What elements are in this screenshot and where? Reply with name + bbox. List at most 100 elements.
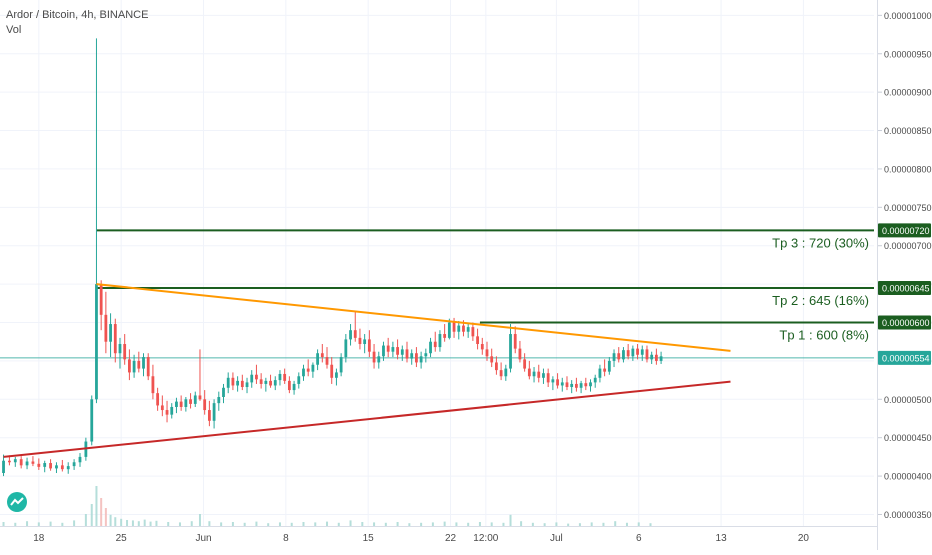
- candle-body[interactable]: [335, 372, 338, 378]
- candle-body[interactable]: [37, 463, 41, 467]
- candle-body[interactable]: [287, 380, 291, 391]
- candle-body[interactable]: [146, 357, 150, 377]
- candle-body[interactable]: [203, 399, 207, 411]
- candle-body[interactable]: [160, 405, 164, 411]
- candle-body[interactable]: [419, 356, 423, 363]
- candle-body[interactable]: [565, 382, 569, 388]
- candle-body[interactable]: [499, 370, 503, 377]
- candle-body[interactable]: [78, 456, 82, 463]
- candle-body[interactable]: [560, 382, 564, 386]
- candle-body[interactable]: [527, 368, 531, 377]
- candle-body[interactable]: [292, 383, 296, 391]
- price-label-box[interactable]: [878, 223, 931, 238]
- candle-body[interactable]: [574, 383, 578, 388]
- candle-body[interactable]: [471, 327, 475, 337]
- candle-body[interactable]: [113, 324, 117, 354]
- candle-body[interactable]: [659, 356, 663, 361]
- candle-body[interactable]: [72, 462, 76, 467]
- candle-body[interactable]: [542, 373, 545, 378]
- candle-body[interactable]: [339, 357, 343, 373]
- candle-body[interactable]: [617, 353, 621, 360]
- candle-body[interactable]: [250, 374, 254, 383]
- trendline-resistance[interactable]: [96, 283, 731, 352]
- candle-body[interactable]: [132, 360, 136, 373]
- candle-body[interactable]: [311, 364, 315, 372]
- candle-body[interactable]: [137, 360, 141, 369]
- candle-body[interactable]: [95, 284, 98, 400]
- candle-body[interactable]: [19, 459, 23, 466]
- candle-body[interactable]: [231, 377, 235, 386]
- candle-body[interactable]: [556, 379, 559, 386]
- candle-body[interactable]: [367, 339, 371, 352]
- candle-body[interactable]: [537, 371, 541, 378]
- candle-body[interactable]: [485, 349, 489, 357]
- candle-body[interactable]: [504, 368, 508, 377]
- price-label-box[interactable]: [878, 280, 931, 295]
- candle-body[interactable]: [640, 349, 644, 355]
- candle-body[interactable]: [99, 284, 103, 315]
- candle-body[interactable]: [593, 377, 597, 383]
- candle-body[interactable]: [222, 387, 225, 397]
- candle-body[interactable]: [636, 348, 639, 355]
- price-label-box[interactable]: [878, 350, 931, 365]
- candle-body[interactable]: [415, 353, 418, 363]
- candle-body[interactable]: [184, 399, 188, 407]
- candle-body[interactable]: [391, 347, 395, 352]
- candle-body[interactable]: [603, 368, 607, 372]
- candle-body[interactable]: [306, 368, 310, 372]
- candle-body[interactable]: [405, 349, 409, 359]
- candle-body[interactable]: [43, 463, 47, 467]
- candle-body[interactable]: [142, 357, 145, 369]
- candle-body[interactable]: [175, 401, 178, 407]
- candle-body[interactable]: [462, 325, 465, 332]
- candle-body[interactable]: [207, 410, 211, 421]
- candle-body[interactable]: [607, 360, 611, 372]
- candle-body[interactable]: [55, 465, 58, 469]
- candle-body[interactable]: [264, 380, 268, 384]
- candle-body[interactable]: [584, 383, 588, 387]
- candle-body[interactable]: [198, 395, 202, 400]
- candle-body[interactable]: [13, 459, 17, 463]
- candle-body[interactable]: [259, 379, 263, 384]
- candle-body[interactable]: [457, 325, 461, 332]
- candle-body[interactable]: [316, 353, 320, 365]
- candle-body[interactable]: [302, 368, 305, 377]
- candle-body[interactable]: [90, 399, 94, 442]
- candle-body[interactable]: [396, 347, 399, 355]
- candle-body[interactable]: [330, 364, 334, 378]
- candle-body[interactable]: [382, 345, 385, 357]
- candle-body[interactable]: [429, 341, 432, 354]
- candle-body[interactable]: [325, 357, 329, 365]
- candle-body[interactable]: [165, 410, 169, 415]
- tradingview-logo-icon[interactable]: [7, 492, 27, 512]
- candle-body[interactable]: [2, 460, 5, 474]
- candle-body[interactable]: [156, 393, 160, 406]
- candle-body[interactable]: [509, 334, 512, 369]
- candle-body[interactable]: [245, 382, 249, 388]
- candle-body[interactable]: [353, 330, 357, 338]
- candle-body[interactable]: [466, 327, 470, 332]
- candle-body[interactable]: [118, 344, 122, 354]
- candle-body[interactable]: [386, 345, 390, 352]
- candle-body[interactable]: [236, 380, 240, 386]
- candle-body[interactable]: [170, 406, 174, 415]
- candle-body[interactable]: [447, 322, 451, 338]
- candle-body[interactable]: [612, 353, 616, 361]
- candle-body[interactable]: [255, 374, 258, 380]
- candle-body[interactable]: [283, 373, 287, 381]
- candle-body[interactable]: [25, 461, 29, 466]
- candle-body[interactable]: [49, 463, 52, 469]
- candle-body[interactable]: [269, 380, 272, 386]
- candle-body[interactable]: [589, 382, 592, 387]
- candle-body[interactable]: [433, 341, 437, 348]
- candle-body[interactable]: [193, 395, 197, 404]
- candle-body[interactable]: [443, 334, 447, 338]
- candle-body[interactable]: [8, 460, 11, 463]
- candle-body[interactable]: [377, 356, 381, 363]
- candle-body[interactable]: [452, 322, 456, 332]
- candle-body[interactable]: [513, 334, 517, 349]
- candle-body[interactable]: [410, 353, 414, 359]
- candle-body[interactable]: [654, 354, 658, 361]
- candle-body[interactable]: [104, 314, 108, 342]
